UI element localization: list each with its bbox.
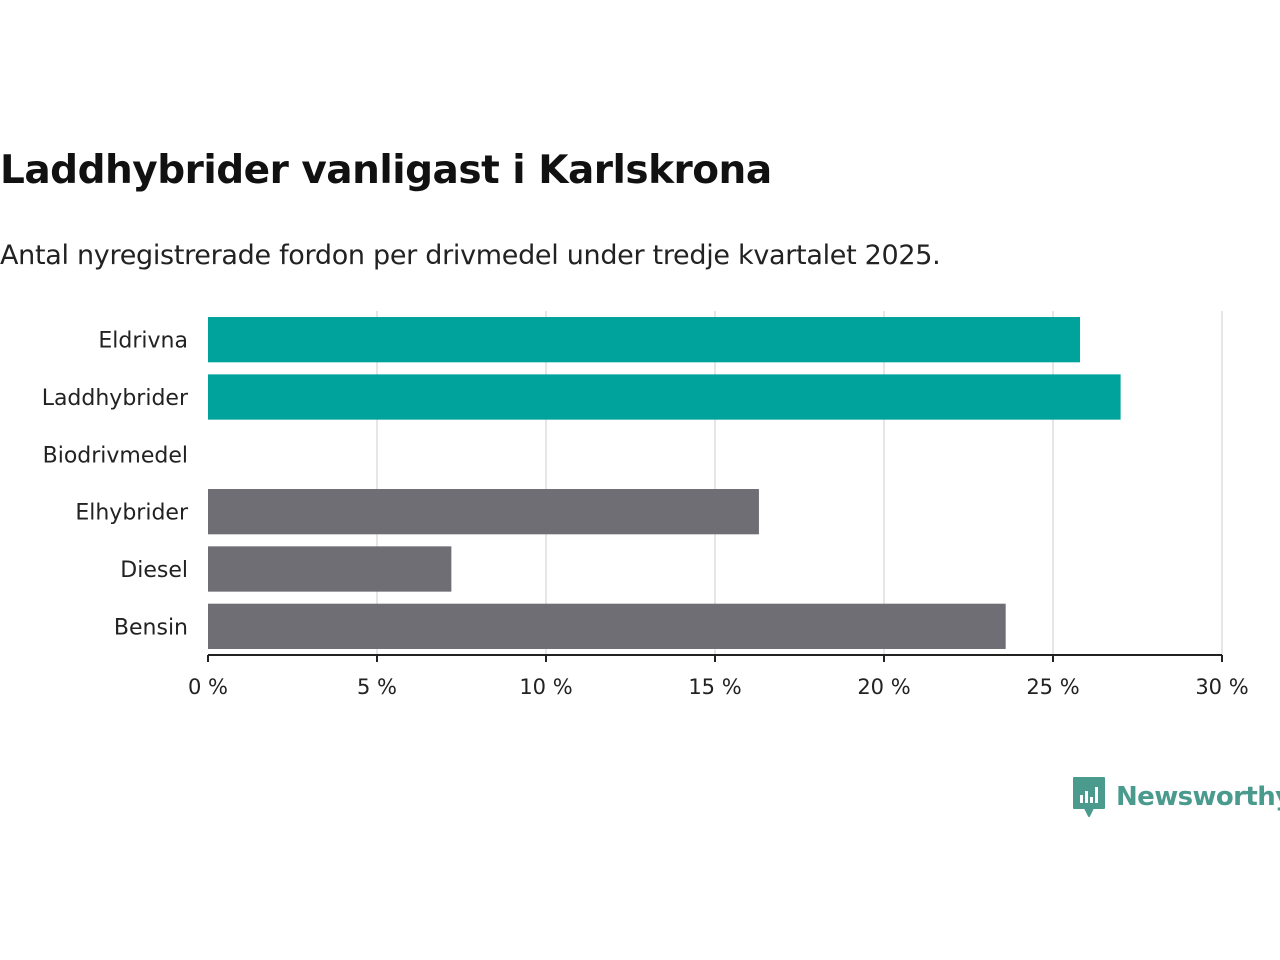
brand-logo: Newsworthy	[1072, 776, 1280, 818]
x-tick-label: 15 %	[688, 675, 741, 699]
gridlines	[376, 311, 1223, 655]
brand-name: Newsworthy	[1116, 782, 1280, 812]
x-tick-label: 20 %	[857, 675, 910, 699]
category-label: Diesel	[120, 558, 188, 583]
newsworthy-logo-icon	[1073, 777, 1105, 817]
bars	[208, 317, 1121, 649]
category-label: Laddhybrider	[42, 386, 189, 411]
x-tick-label: 25 %	[1026, 675, 1079, 699]
x-tick-label: 10 %	[519, 675, 572, 699]
category-labels: Eldrivna Laddhybrider Biodrivmedel Elhybrid…	[42, 329, 189, 641]
bar-elhybrider	[208, 489, 759, 535]
category-label: Elhybrider	[75, 501, 189, 526]
bar-laddhybrider	[208, 374, 1121, 420]
x-tick-label: 0 %	[188, 675, 228, 699]
x-axis: 0 % 5 % 10 % 15 % 20 % 25 % 30 %	[188, 654, 1249, 699]
category-label: Biodrivmedel	[43, 443, 188, 468]
x-tick-label: 30 %	[1195, 675, 1248, 699]
bar-eldrivna	[208, 317, 1081, 363]
chart-title: Laddhybrider vanligast i Karlskrona	[0, 148, 772, 193]
x-tick-label: 5 %	[357, 675, 397, 699]
bar-diesel	[208, 546, 452, 592]
chart-subtitle: Antal nyregistrerade fordon per drivmede…	[0, 240, 941, 271]
bar-bensin	[208, 603, 1006, 649]
category-label: Bensin	[114, 615, 188, 640]
category-label: Eldrivna	[98, 329, 188, 354]
